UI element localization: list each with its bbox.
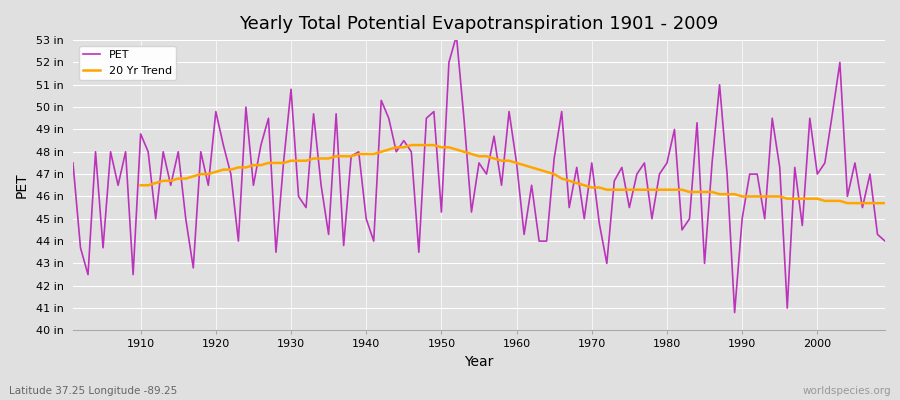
PET [511,160,522,165]
Line: PET: PET [73,36,885,312]
PET [729,310,740,315]
Title: Yearly Total Potential Evapotranspiration 1901 - 2009: Yearly Total Potential Evapotranspiratio… [239,15,718,33]
PET [338,243,349,248]
PET [609,178,620,183]
20 Yr Trend [526,165,537,170]
Legend: PET, 20 Yr Trend: PET, 20 Yr Trend [78,46,176,80]
20 Yr Trend [308,156,319,161]
20 Yr Trend [587,185,598,190]
20 Yr Trend [857,201,868,206]
PET [293,194,304,199]
20 Yr Trend [135,183,146,188]
Line: 20 Yr Trend: 20 Yr Trend [140,145,885,203]
Text: worldspecies.org: worldspecies.org [803,386,891,396]
X-axis label: Year: Year [464,355,494,369]
PET [879,239,890,244]
PET [68,160,78,165]
20 Yr Trend [827,198,838,203]
20 Yr Trend [879,201,890,206]
PET [128,272,139,277]
PET [518,232,529,237]
Y-axis label: PET: PET [15,172,29,198]
20 Yr Trend [406,143,417,148]
PET [451,33,462,38]
Text: Latitude 37.25 Longitude -89.25: Latitude 37.25 Longitude -89.25 [9,386,177,396]
20 Yr Trend [842,201,853,206]
20 Yr Trend [278,160,289,165]
